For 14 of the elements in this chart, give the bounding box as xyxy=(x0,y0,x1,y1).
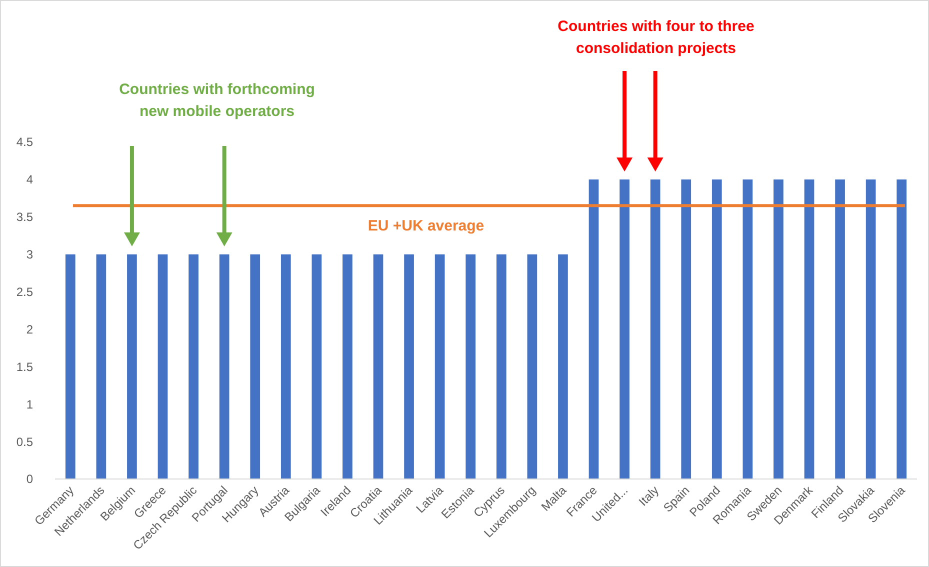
y-tick-label: 4.5 xyxy=(16,135,34,150)
y-tick-label: 4 xyxy=(26,172,34,187)
y-tick-label: 2 xyxy=(26,322,34,336)
text: Countries with forthcoming new mobile operators xyxy=(119,81,315,120)
x-tick-label: Italy xyxy=(636,483,662,509)
y-tick-label: 2.5 xyxy=(16,284,34,299)
text: Countries with four to three consolidation projects xyxy=(558,18,754,57)
y-tick-label: 1.5 xyxy=(16,360,34,374)
ref-line-label: EU +UK average xyxy=(368,218,484,235)
y-tick-label: 3.5 xyxy=(16,210,34,224)
y-tick-label: 1 xyxy=(26,397,34,412)
y-tick-label: 0.5 xyxy=(16,434,34,449)
y-tick-label: 3 xyxy=(26,248,34,262)
y-tick-label: 0 xyxy=(26,472,34,486)
